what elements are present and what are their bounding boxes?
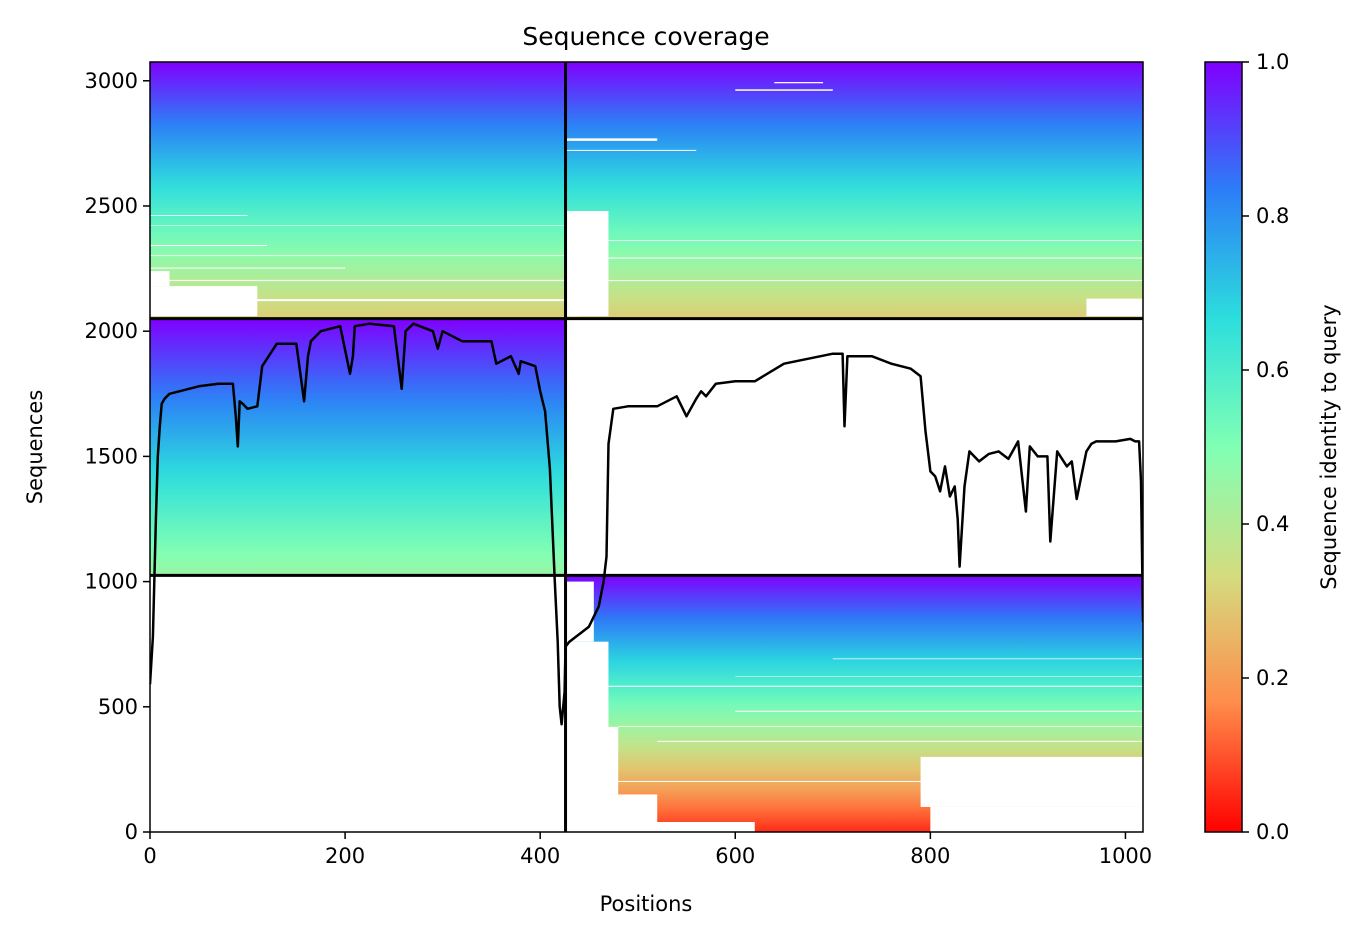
coverage-gap bbox=[832, 658, 1143, 660]
coverage-gap bbox=[735, 89, 833, 91]
coverage-gap bbox=[150, 267, 346, 269]
x-axis-label: Positions bbox=[600, 892, 693, 916]
coverage-gap bbox=[565, 138, 658, 141]
chart-title: Sequence coverage bbox=[522, 22, 769, 51]
coverage-block bbox=[565, 62, 1143, 319]
coverage-gap bbox=[565, 581, 594, 642]
colorbar-ticks: 0.0 0.2 0.4 0.6 0.8 1.0 bbox=[1242, 50, 1289, 844]
coverage-gap bbox=[774, 82, 824, 84]
coverage-gap bbox=[150, 271, 170, 287]
colorbar-tick-label: 0.8 bbox=[1256, 204, 1289, 228]
plot-frame bbox=[149, 61, 1144, 833]
coverage-gap bbox=[608, 780, 931, 782]
y-axis-label: Sequences bbox=[23, 390, 47, 505]
coverage-gap bbox=[735, 676, 1143, 677]
coverage-line bbox=[150, 322, 1143, 726]
x-tick-label: 200 bbox=[325, 844, 365, 868]
colorbar-label: Sequence identity to query bbox=[1317, 304, 1341, 589]
x-tick-label: 400 bbox=[520, 844, 560, 868]
coverage-block bbox=[150, 62, 566, 319]
colorbar-tick-label: 0.2 bbox=[1256, 666, 1289, 690]
x-tick-label: 600 bbox=[715, 844, 755, 868]
y-tick-label: 2500 bbox=[85, 194, 138, 218]
coverage-gap bbox=[657, 740, 1143, 742]
x-tick-label: 0 bbox=[143, 844, 156, 868]
coverage-gap bbox=[565, 240, 1143, 242]
colorbar-tick-label: 0.4 bbox=[1256, 512, 1289, 536]
plot-area bbox=[150, 62, 1143, 832]
y-tick-label: 1500 bbox=[85, 444, 138, 468]
y-tick-label: 2000 bbox=[85, 319, 138, 343]
coverage-gap bbox=[920, 756, 1143, 807]
y-tick-label: 500 bbox=[98, 695, 138, 719]
coverage-gap bbox=[618, 726, 1143, 727]
y-axis: 0 500 1000 1500 2000 2500 3000 bbox=[85, 69, 150, 844]
coverage-gap bbox=[150, 215, 248, 216]
coverage-gap bbox=[150, 299, 566, 302]
coverage-gap bbox=[565, 283, 580, 317]
y-tick-label: 0 bbox=[125, 820, 138, 844]
coverage-gap bbox=[930, 806, 1143, 832]
colorbar: 0.0 0.2 0.4 0.6 0.8 1.0 Sequence identity to … bbox=[1204, 50, 1341, 844]
x-tick-label: 1000 bbox=[1099, 844, 1152, 868]
coverage-gap bbox=[150, 225, 566, 227]
coverage-gap bbox=[565, 257, 1143, 259]
x-axis: 0 200 400 600 800 1000 bbox=[143, 832, 1152, 868]
coverage-gaps bbox=[150, 82, 1143, 832]
colorbar-tick-label: 0.6 bbox=[1256, 358, 1289, 382]
coverage-gap bbox=[735, 710, 1143, 712]
colorbar-tick-label: 0.0 bbox=[1256, 820, 1289, 844]
block-boundaries bbox=[150, 62, 1143, 832]
coverage-blocks bbox=[150, 62, 1143, 832]
coverage-gap bbox=[565, 149, 697, 151]
coverage-block bbox=[150, 318, 566, 576]
x-tick-label: 800 bbox=[910, 844, 950, 868]
coverage-gap bbox=[565, 685, 1143, 687]
coverage-gap bbox=[150, 245, 268, 247]
colorbar-tick-label: 1.0 bbox=[1256, 50, 1289, 74]
coverage-gap bbox=[565, 726, 619, 795]
coverage-gap bbox=[150, 255, 566, 257]
coverage-gap bbox=[608, 280, 1143, 282]
coverage-gap bbox=[565, 821, 755, 832]
coverage-gap bbox=[1086, 298, 1143, 317]
y-tick-label: 3000 bbox=[85, 69, 138, 93]
y-tick-label: 1000 bbox=[85, 570, 138, 594]
coverage-gap bbox=[150, 279, 566, 282]
colorbar-gradient bbox=[1204, 61, 1243, 833]
